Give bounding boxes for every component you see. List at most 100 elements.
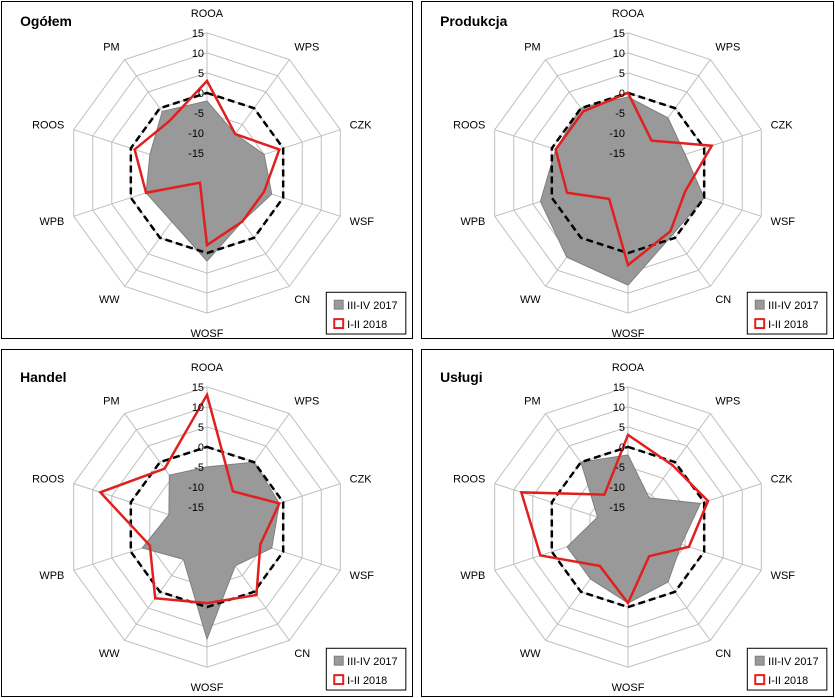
tick-label: 10 — [613, 402, 625, 414]
tick-label: -10 — [188, 128, 204, 140]
tick-label: 0 — [198, 442, 204, 454]
tick-label: -5 — [194, 108, 204, 120]
axis-label-wosf: WOSF — [191, 682, 224, 694]
legend: III-IV 2017 I-II 2018 — [746, 291, 828, 335]
tick-label: 15 — [613, 382, 625, 394]
axis-label-pm: PM — [103, 396, 119, 408]
axis-label-czk: CZK — [350, 120, 373, 132]
legend-swatch-2017 — [333, 655, 344, 666]
tick-label: 0 — [198, 88, 204, 100]
legend-label-2017: III-IV 2017 — [347, 656, 397, 668]
axis-label-wpb: WPB — [460, 570, 485, 582]
chart-title: Ogółem — [20, 13, 72, 29]
legend-label-2017: III-IV 2017 — [768, 300, 818, 312]
legend: III-IV 2017 I-II 2018 — [746, 647, 828, 691]
series-iii-iv-2017 — [539, 96, 705, 286]
tick-label: 15 — [192, 28, 204, 40]
legend-swatch-2018 — [333, 674, 345, 686]
axis-label-czk: CZK — [771, 120, 794, 132]
series-iii-iv-2017 — [145, 100, 273, 262]
grid-ring — [73, 386, 341, 668]
series-iii-iv-2017 — [566, 454, 702, 604]
legend-swatch-2018 — [754, 318, 766, 330]
series-i-ii-2018 — [554, 91, 714, 268]
radar-chart-ogolem: Ogółem 15 10 5 0 -5 -10 -15 ROOA WPS CZK WSF CN WOSF W… — [20, 8, 407, 338]
axis-label-czk: CZK — [771, 474, 794, 486]
radar-panel-uslugi: Usługi 15 10 5 0 -5 -10 -15 ROOA WPS CZK WSF CN WOSF W… — [421, 349, 834, 697]
chart-title: Usługi — [440, 369, 483, 385]
legend-swatch-2018 — [754, 674, 766, 686]
legend-label-2018: I-II 2018 — [768, 675, 808, 687]
tick-label: 5 — [198, 422, 204, 434]
radar-panel-ogolem: Ogółem 15 10 5 0 -5 -10 -15 ROOA WPS CZK WSF CN WOSF W… — [1, 1, 413, 339]
tick-label: -10 — [188, 482, 204, 494]
tick-label: -5 — [194, 462, 204, 474]
legend-box — [325, 291, 407, 335]
axis-label-roos: ROOS — [32, 474, 64, 486]
tick-label: -10 — [609, 128, 625, 140]
series-reference-zero — [129, 445, 285, 609]
series-reference-zero — [129, 91, 285, 255]
series-i-ii-2018 — [98, 391, 282, 605]
legend-label-2017: III-IV 2017 — [768, 656, 818, 668]
axis-label-pm: PM — [524, 42, 540, 54]
legend-label-2018: I-II 2018 — [347, 675, 387, 687]
series-iii-iv-2017 — [141, 461, 280, 641]
tick-label: -10 — [609, 482, 625, 494]
axis-label-rooa: ROOA — [191, 362, 224, 374]
legend-swatch-2017 — [754, 299, 765, 310]
radar-chart-produkcja: Produkcja 15 10 5 0 -5 -10 -15 ROOA WPS CZK WSF CN WO… — [440, 8, 828, 338]
axis-label-ww: WW — [520, 294, 541, 306]
radar-chart-handel: Handel 15 10 5 0 -5 -10 -15 ROOA WPS CZK WSF CN WOSF W… — [20, 362, 407, 694]
chart-title: Handel — [20, 369, 66, 385]
legend: III-IV 2017 I-II 2018 — [325, 291, 407, 335]
axis-label-wsf: WSF — [350, 570, 375, 582]
axis-label-roos: ROOS — [453, 120, 485, 132]
axis-label-wosf: WOSF — [191, 328, 224, 338]
series-reference-zero — [550, 91, 706, 255]
axis-label-pm: PM — [524, 396, 540, 408]
axis-label-cn: CN — [715, 648, 731, 660]
chart-title: Produkcja — [440, 13, 508, 29]
axis-label-wpb: WPB — [39, 216, 64, 228]
axis-label-wps: WPS — [715, 42, 740, 54]
tick-label: 5 — [619, 422, 625, 434]
tick-label: 5 — [619, 68, 625, 80]
series-i-ii-2018 — [133, 78, 281, 248]
axis-label-cn: CN — [294, 648, 310, 660]
tick-label: 15 — [192, 382, 204, 394]
axis-label-roos: ROOS — [32, 120, 64, 132]
radar-panel-produkcja: Produkcja 15 10 5 0 -5 -10 -15 ROOA WPS CZK WSF CN WO… — [421, 1, 834, 339]
grid-ring — [494, 386, 762, 668]
axis-label-wsf: WSF — [771, 570, 796, 582]
axis-label-ww: WW — [99, 648, 120, 660]
axis-label-wosf: WOSF — [612, 682, 645, 694]
axis-label-rooa: ROOA — [191, 8, 224, 20]
legend-swatch-2017 — [754, 655, 765, 666]
axis-label-ww: WW — [99, 294, 120, 306]
legend-label-2018: I-II 2018 — [768, 319, 808, 331]
axis-label-wsf: WSF — [350, 216, 375, 228]
legend-label-2018: I-II 2018 — [347, 319, 387, 331]
axis-label-wsf: WSF — [771, 216, 796, 228]
tick-label: 0 — [619, 88, 625, 100]
legend-label-2017: III-IV 2017 — [347, 300, 397, 312]
axis-label-cn: CN — [294, 294, 310, 306]
tick-label: 15 — [613, 28, 625, 40]
tick-label: 10 — [192, 48, 204, 60]
axis-label-czk: CZK — [350, 474, 373, 486]
tick-label: 10 — [613, 48, 625, 60]
axis-label-pm: PM — [103, 42, 119, 54]
tick-label: -5 — [615, 108, 625, 120]
radar-panel-handel: Handel 15 10 5 0 -5 -10 -15 ROOA WPS CZK WSF CN WOSF W… — [1, 349, 413, 697]
tick-label: 5 — [198, 68, 204, 80]
tick-label: -5 — [615, 462, 625, 474]
legend-swatch-2017 — [333, 299, 344, 310]
tick-label: -15 — [609, 148, 625, 160]
axis-label-rooa: ROOA — [612, 8, 645, 20]
tick-label: -15 — [188, 502, 204, 514]
tick-label: 10 — [192, 402, 204, 414]
axis-label-wosf: WOSF — [612, 328, 645, 338]
tick-label: 0 — [619, 442, 625, 454]
axis-label-wpb: WPB — [39, 570, 64, 582]
